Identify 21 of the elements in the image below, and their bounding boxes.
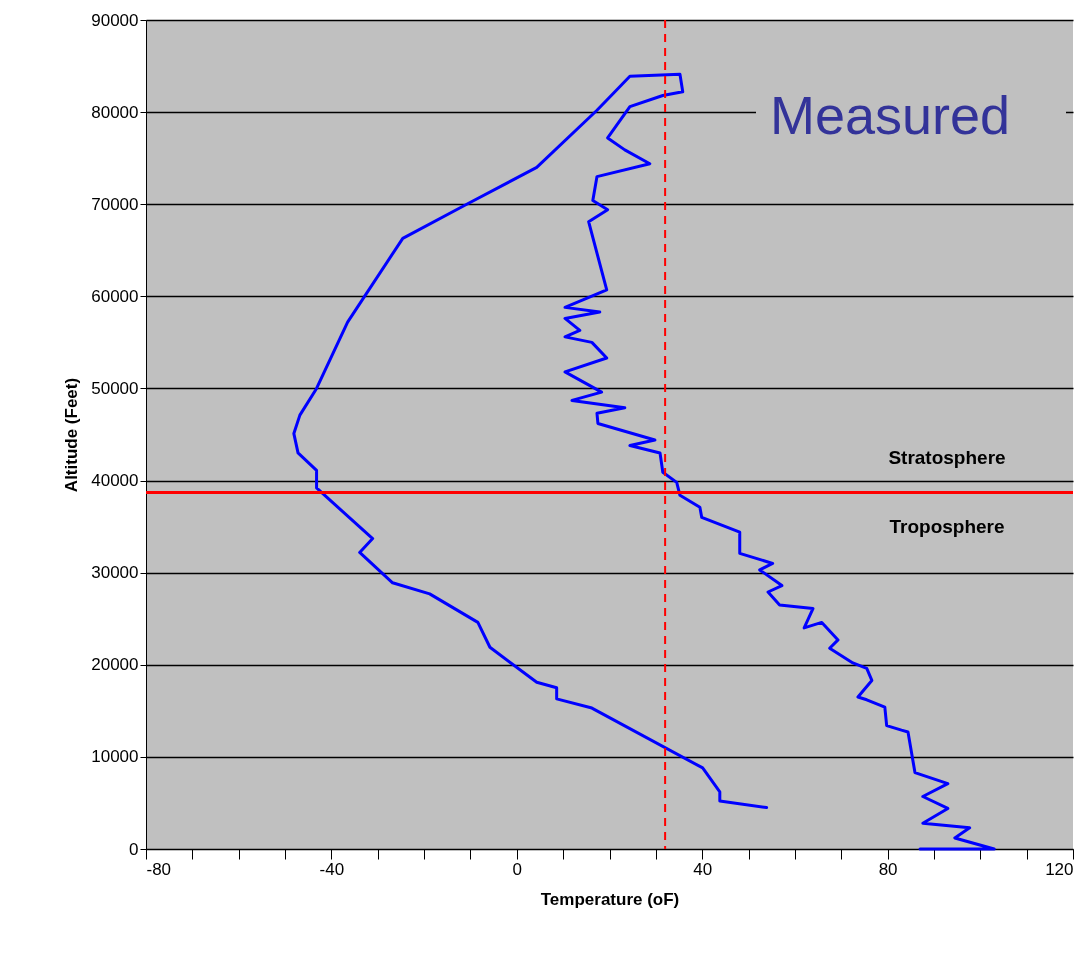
- y-tick-label: 10000: [91, 747, 139, 767]
- y-tick-label: 30000: [91, 563, 139, 583]
- y-tick-label: 20000: [91, 655, 139, 675]
- x-tick-label: 40: [693, 859, 713, 879]
- y-tick-label: 0: [129, 839, 139, 859]
- x-tick-label: 120: [1045, 859, 1074, 879]
- y-tick-label: 50000: [91, 378, 139, 398]
- y-tick-label: 60000: [91, 286, 139, 306]
- annotation: Stratosphere: [888, 447, 1006, 468]
- x-tick-label: -40: [319, 859, 345, 879]
- y-tick-label: 80000: [91, 102, 139, 122]
- y-axis-title: Altitude (Feet): [62, 377, 82, 493]
- x-tick-label: 80: [878, 859, 898, 879]
- annotation: Troposphere: [889, 516, 1005, 537]
- x-axis-title: Temperature (oF): [540, 889, 680, 909]
- y-tick-label: 90000: [91, 10, 139, 30]
- y-tick-label: 70000: [91, 194, 139, 214]
- y-tick-label: 40000: [91, 471, 139, 491]
- x-tick-label: -80: [146, 859, 172, 879]
- x-tick-label: 0: [512, 859, 523, 879]
- annotation: Measured: [769, 85, 1011, 145]
